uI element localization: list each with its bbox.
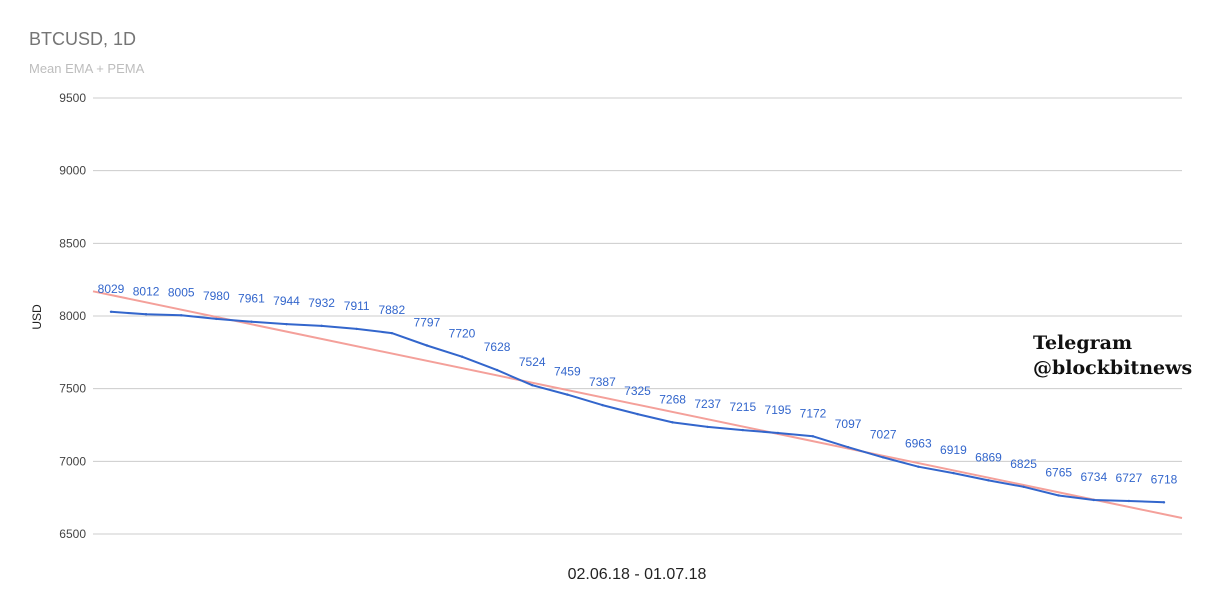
data-point xyxy=(144,313,148,316)
data-point xyxy=(671,421,674,424)
data-point xyxy=(917,465,920,468)
data-point xyxy=(1022,485,1025,488)
data-point xyxy=(882,456,885,459)
y-axis-ticks: 6500 7000 7500 8000 8500 9000 9500 xyxy=(59,91,86,541)
data-label: 7325 xyxy=(624,384,651,398)
data-point xyxy=(320,324,323,328)
data-label: 7932 xyxy=(308,296,335,310)
data-label: 7027 xyxy=(870,427,897,441)
data-label: 6919 xyxy=(940,443,967,457)
chart-title: BTCUSD, 1D xyxy=(29,29,137,49)
gridlines xyxy=(93,97,1182,535)
data-label: 8005 xyxy=(168,285,195,299)
data-label: 8012 xyxy=(133,284,160,298)
data-point xyxy=(109,310,113,313)
y-tick-label: 9000 xyxy=(59,164,86,178)
data-point xyxy=(776,431,780,435)
data-label: 6727 xyxy=(1116,471,1143,485)
data-point xyxy=(601,403,604,407)
chart-subtitle: Mean EMA + PEMA xyxy=(29,61,145,76)
data-label: 7944 xyxy=(273,294,300,308)
price-line xyxy=(110,310,1165,504)
data-label: 6734 xyxy=(1080,470,1107,484)
data-label: 6825 xyxy=(1010,457,1037,471)
data-point xyxy=(1057,494,1060,497)
data-point xyxy=(285,322,288,326)
data-label: 7882 xyxy=(378,303,405,317)
data-label: 7720 xyxy=(449,327,476,341)
data-label: 6963 xyxy=(905,437,932,451)
data-point xyxy=(811,435,815,438)
data-point xyxy=(1092,498,1096,502)
y-tick-label: 8500 xyxy=(59,236,86,250)
data-point xyxy=(987,479,990,482)
data-label: 7387 xyxy=(589,375,616,389)
x-axis-label: 02.06.18 - 01.07.18 xyxy=(568,566,707,583)
data-label: 7195 xyxy=(765,403,792,417)
data-label: 6869 xyxy=(975,450,1002,464)
data-label: 7459 xyxy=(554,365,581,379)
y-tick-label: 7000 xyxy=(59,454,86,468)
data-point xyxy=(1162,501,1166,504)
data-point xyxy=(460,355,464,358)
data-point xyxy=(1127,499,1131,503)
trend-line xyxy=(92,290,1183,519)
data-point xyxy=(566,393,569,396)
data-point xyxy=(390,331,393,335)
data-label: 7961 xyxy=(238,292,265,306)
watermark-line-2: @blockbitnews xyxy=(1033,357,1192,379)
data-point xyxy=(425,344,429,347)
watermark-line-1: Telegram xyxy=(1033,332,1132,354)
data-label: 6718 xyxy=(1151,472,1178,486)
y-tick-label: 6500 xyxy=(59,527,86,541)
data-point xyxy=(846,446,850,449)
data-point xyxy=(355,327,358,331)
data-label: 7628 xyxy=(484,340,511,354)
data-point xyxy=(741,428,744,432)
data-point xyxy=(952,471,955,475)
y-tick-label: 8000 xyxy=(59,309,86,323)
y-tick-label: 9500 xyxy=(59,91,86,105)
y-tick-label: 7500 xyxy=(59,382,86,396)
data-label: 7097 xyxy=(835,417,862,431)
data-label: 7172 xyxy=(800,406,827,420)
data-labels: 8029 8012 8005 7980 7961 7944 7932 7911 7882 7797… xyxy=(98,282,1178,487)
data-label: 7215 xyxy=(729,400,756,414)
series-lines xyxy=(92,290,1183,519)
y-axis-label: USD xyxy=(30,304,44,330)
data-label: 6765 xyxy=(1045,465,1072,479)
data-point xyxy=(706,425,709,429)
data-label: 7268 xyxy=(659,392,686,406)
data-point xyxy=(636,412,639,416)
data-label: 7524 xyxy=(519,355,546,369)
data-label: 8029 xyxy=(98,282,125,296)
data-label: 7237 xyxy=(694,397,721,411)
data-label: 7911 xyxy=(344,299,370,313)
data-point xyxy=(495,368,499,372)
data-point xyxy=(180,314,183,317)
data-point xyxy=(531,383,534,387)
data-point xyxy=(215,317,218,321)
data-label: 7797 xyxy=(414,316,441,330)
data-point xyxy=(250,320,253,323)
data-label: 7980 xyxy=(203,289,230,303)
